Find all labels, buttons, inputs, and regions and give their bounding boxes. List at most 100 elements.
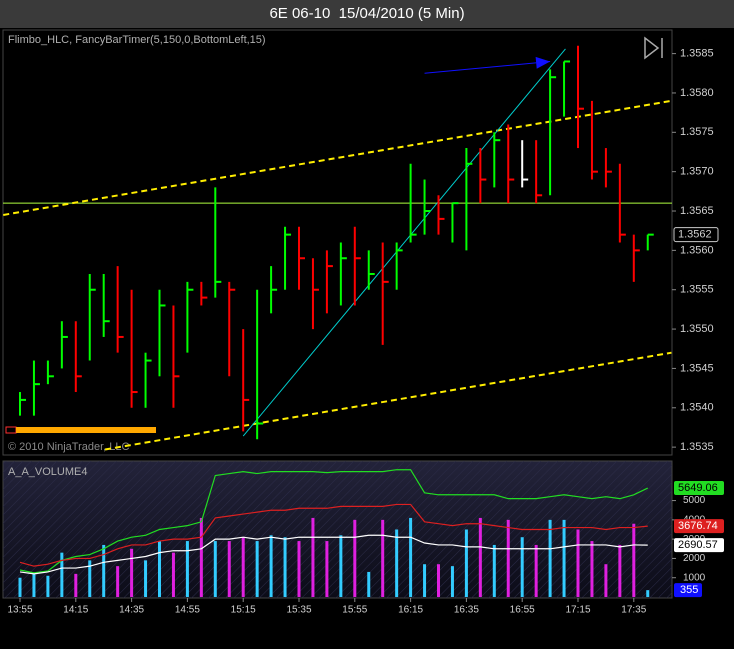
volume-bar	[199, 517, 203, 597]
last-price-box	[673, 227, 719, 243]
trend-line	[424, 60, 551, 74]
volume-bar	[450, 566, 454, 597]
y-tick-label: 1.3540	[680, 402, 714, 414]
y-tick-label: 5000	[683, 495, 706, 506]
y-tick-label: 2000	[683, 553, 706, 564]
volume-bar	[506, 519, 510, 597]
x-tick-label: 16:55	[510, 605, 535, 616]
value-label: 2690.57	[678, 539, 718, 551]
trend-line	[242, 48, 566, 437]
volume-bar	[618, 544, 622, 597]
volume-bar	[478, 517, 482, 597]
volume-bar	[381, 519, 385, 597]
volume-bar	[464, 529, 468, 597]
volume-bar	[116, 566, 120, 597]
y-tick-label: 1.3565	[680, 205, 714, 217]
volume-bar	[171, 552, 175, 597]
volume-bar	[32, 573, 36, 597]
plot	[3, 45, 672, 451]
volume-bar	[409, 517, 413, 597]
volume-bar	[423, 564, 427, 597]
y-tick-label: 1.3570	[680, 166, 714, 178]
x-tick-label: 17:15	[565, 605, 590, 616]
volume-hatch	[3, 461, 672, 598]
volume-bar	[185, 541, 189, 597]
x-tick-label: 14:15	[63, 605, 88, 616]
volume-bar	[353, 519, 357, 597]
volume-bar	[632, 523, 636, 597]
trend-line	[104, 351, 672, 451]
title-bar	[0, 0, 734, 28]
value-box	[674, 519, 724, 534]
x-tick-label: 15:55	[342, 605, 367, 616]
value-label: 3676.74	[678, 520, 718, 532]
volume-bar	[562, 519, 566, 597]
volume-bar	[297, 541, 301, 597]
value-box	[674, 583, 702, 598]
x-tick-label: 15:35	[286, 605, 311, 616]
volume-bar	[437, 564, 440, 597]
volume-bar	[158, 541, 161, 597]
volume-bar	[534, 544, 538, 597]
volume-average	[19, 503, 648, 567]
x-tick-label: 13:55	[7, 605, 32, 616]
x-tick-label: 17:35	[621, 605, 646, 616]
volume-bar	[88, 560, 92, 597]
value-label: 355	[680, 584, 698, 596]
copyright: © 2010 NinjaTrader, LLC	[8, 441, 129, 453]
y-tick-label: 1.3585	[680, 48, 714, 60]
price-panel	[2, 29, 673, 456]
play-icon[interactable]	[644, 36, 663, 60]
volume-bar	[269, 535, 273, 597]
volume-bar	[520, 537, 524, 597]
volume-bar	[18, 577, 22, 597]
trend-line	[3, 99, 672, 216]
y-tick-label: 1.3575	[680, 126, 714, 138]
volume-bar	[283, 537, 287, 597]
x-tick-label: 14:55	[175, 605, 200, 616]
volume-average	[19, 469, 649, 574]
volume-bar	[60, 552, 64, 597]
volume-bar	[492, 544, 496, 597]
volume-bar	[311, 517, 315, 597]
volume-bar	[144, 560, 148, 597]
volume-bar	[646, 590, 650, 597]
volume-label: A_A_VOLUME4	[8, 466, 87, 478]
y-tick-label: 1.3545	[680, 362, 714, 374]
volume-bar	[227, 541, 231, 597]
volume-bar	[46, 575, 50, 597]
volume-average	[19, 534, 648, 575]
value-box	[674, 538, 724, 553]
volume-bar	[74, 573, 78, 597]
arrow-head	[535, 56, 551, 69]
y-tick-label: 1.3535	[680, 441, 714, 453]
volume-bar	[339, 535, 343, 597]
value-box	[674, 481, 724, 496]
bar-timer	[16, 427, 156, 433]
volume-bar	[255, 541, 259, 597]
x-tick-label: 15:15	[231, 605, 256, 616]
x-tick-label: 16:35	[454, 605, 479, 616]
value-label: 5649.06	[678, 482, 718, 494]
window-title: 6E 06-10 15/04/2010 (5 Min)	[269, 5, 464, 22]
volume-bar	[604, 564, 608, 597]
indicator-label: Flimbo_HLC, FancyBarTimer(5,150,0,Bottom…	[8, 34, 266, 46]
volume-bar	[325, 541, 329, 597]
y-tick-label: 1.3560	[680, 244, 714, 256]
volume-bar	[395, 529, 399, 597]
volume-bar	[130, 548, 134, 597]
last-price: 1.3562	[678, 229, 712, 241]
volume-bar	[576, 529, 580, 597]
y-tick-label: 1000	[683, 572, 706, 583]
volume-bar	[213, 541, 217, 597]
y-tick-label: 1.3580	[680, 87, 714, 99]
volume-bar	[548, 519, 552, 597]
volume-bar	[590, 541, 594, 597]
x-tick-label: 16:15	[398, 605, 423, 616]
volume-bar	[367, 571, 371, 597]
volume-bar	[241, 537, 245, 597]
volume-bar	[102, 544, 106, 597]
x-tick-label: 14:35	[119, 605, 144, 616]
y-tick-label: 1.3550	[680, 323, 714, 335]
